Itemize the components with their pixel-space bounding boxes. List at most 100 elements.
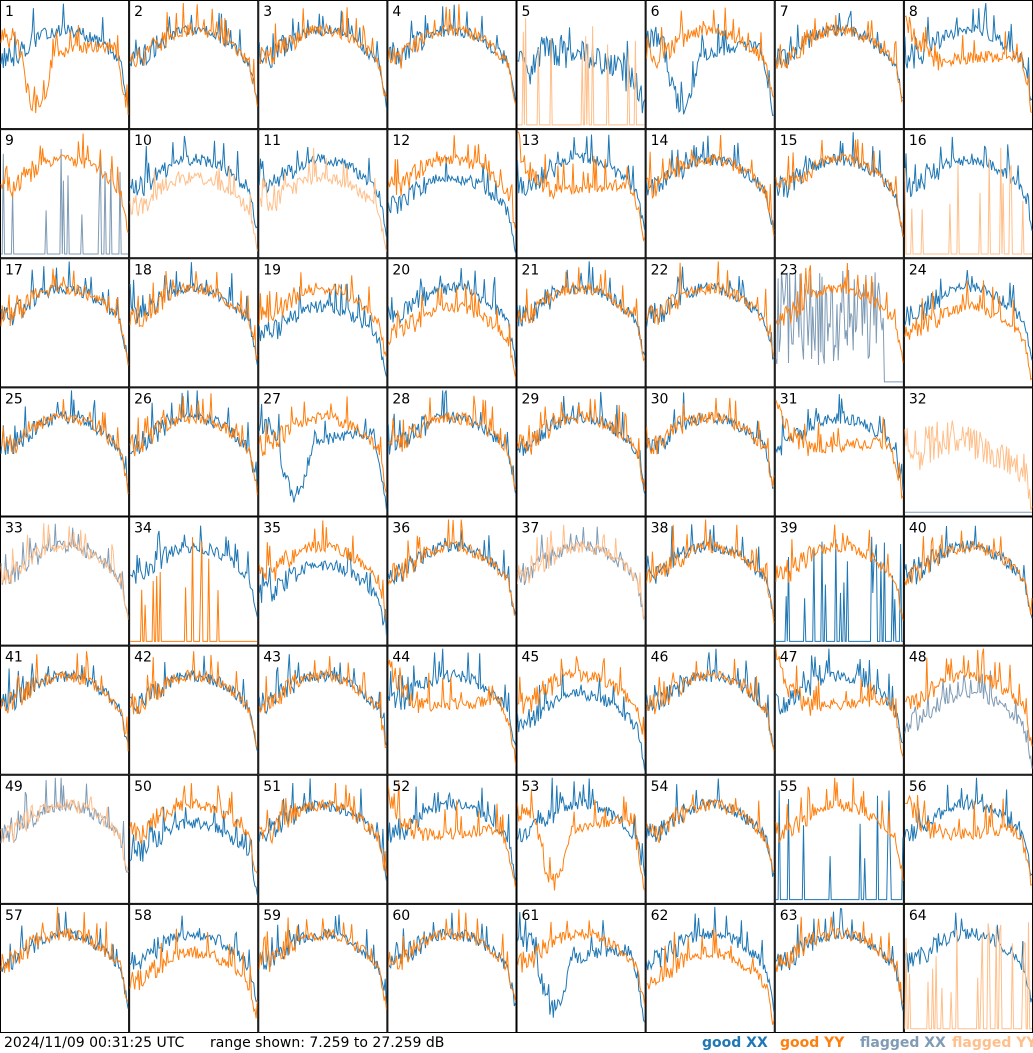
panel-frame (258, 387, 388, 517)
series-good-xx (129, 12, 258, 100)
series-flagged-yy (904, 147, 1032, 255)
legend-good-yy: good YY (780, 1035, 845, 1051)
panel-label: 42 (134, 650, 152, 666)
series-good-xx (517, 261, 646, 356)
series-good-xx (517, 134, 646, 230)
panel-frame (0, 645, 130, 775)
panel-12: 12 (387, 129, 517, 259)
panel-label: 3 (263, 4, 272, 20)
panel-frame (774, 774, 904, 904)
series-good-xx (129, 806, 258, 896)
panel-frame (774, 0, 904, 130)
panel-label: 22 (651, 262, 669, 278)
panel-41: 41 (0, 645, 130, 775)
series-good-xx (258, 549, 387, 636)
series-good-yy (517, 398, 646, 492)
panel-2: 2 (129, 0, 259, 130)
panel-33: 33 (0, 516, 130, 646)
panel-frame (774, 387, 904, 517)
panel-frame (774, 129, 904, 259)
series-good-yy (904, 794, 1033, 886)
panel-47: 47 (774, 645, 904, 775)
series-flagged-yy (904, 420, 1033, 511)
series-good-yy (129, 2, 258, 107)
panel-label: 33 (5, 521, 23, 537)
series-flagged-yy (0, 796, 129, 873)
panel-35: 35 (258, 516, 388, 646)
panel-44: 44 (387, 645, 517, 775)
series-good-yy (646, 397, 775, 487)
panel-62: 62 (645, 903, 775, 1033)
panel-frame (258, 258, 388, 388)
panel-frame (645, 903, 775, 1033)
series-good-xx (646, 266, 775, 360)
panel-19: 19 (258, 258, 388, 388)
panel-frame (516, 903, 646, 1033)
series-flagged-xx (1, 148, 129, 255)
panel-label: 50 (134, 779, 152, 795)
panel-49: 49 (0, 774, 130, 904)
series-good-xx (517, 668, 646, 771)
series-good-xx (646, 906, 775, 1012)
panel-52: 52 (387, 774, 517, 904)
panel-4: 4 (387, 0, 517, 130)
series-good-yy (775, 139, 904, 238)
panel-25: 25 (0, 387, 130, 517)
series-good-xx (517, 777, 646, 877)
panel-frame (0, 516, 130, 646)
series-good-yy (646, 7, 775, 98)
panel-30: 30 (645, 387, 775, 517)
series-good-yy (258, 917, 387, 1010)
series-good-xx (775, 648, 904, 744)
series-good-xx (775, 536, 903, 642)
series-good-yy (517, 790, 646, 892)
series-flagged-xx (775, 269, 903, 383)
series-good-yy (0, 399, 129, 495)
panel-frame (387, 645, 517, 775)
panel-59: 59 (258, 903, 388, 1033)
series-good-xx (258, 914, 387, 1007)
panel-8: 8 (903, 0, 1033, 130)
panel-48: 48 (903, 645, 1033, 775)
panel-label: 17 (5, 262, 23, 278)
series-good-yy (0, 268, 129, 366)
series-good-xx (517, 391, 646, 494)
panel-label: 34 (134, 521, 152, 537)
series-good-yy (130, 537, 258, 642)
panel-21: 21 (516, 258, 646, 388)
panel-label: 2 (134, 4, 143, 20)
series-good-yy (129, 651, 258, 749)
panel-frame (387, 387, 517, 517)
series-good-yy (258, 782, 387, 876)
panel-label: 49 (5, 779, 23, 795)
series-good-xx (387, 648, 516, 746)
panel-20: 20 (387, 258, 517, 388)
series-good-yy (258, 656, 387, 749)
panel-24: 24 (903, 258, 1033, 388)
panel-frame (387, 903, 517, 1033)
panel-label: 6 (651, 4, 660, 20)
panel-31: 31 (774, 387, 904, 517)
panel-label: 46 (651, 650, 669, 666)
panel-frame (774, 645, 904, 775)
panel-label: 52 (392, 779, 410, 795)
panel-3: 3 (258, 0, 388, 130)
series-good-xx (258, 778, 387, 881)
panel-label: 41 (5, 650, 23, 666)
series-good-xx (646, 135, 775, 232)
series-good-yy (646, 794, 775, 873)
panel-5: 5 (516, 0, 646, 130)
panel-frame (258, 903, 388, 1033)
series-good-yy (258, 396, 387, 494)
panel-58: 58 (129, 903, 259, 1033)
panel-label: 16 (909, 133, 927, 149)
panel-27: 27 (258, 387, 388, 517)
panel-label: 51 (263, 779, 281, 795)
panel-37: 37 (516, 516, 646, 646)
panel-34: 34 (129, 516, 259, 646)
panel-28: 28 (387, 387, 517, 517)
panel-label: 18 (134, 262, 152, 278)
series-good-xx (0, 663, 129, 743)
series-good-yy (387, 909, 516, 1002)
panel-frame (129, 903, 259, 1033)
